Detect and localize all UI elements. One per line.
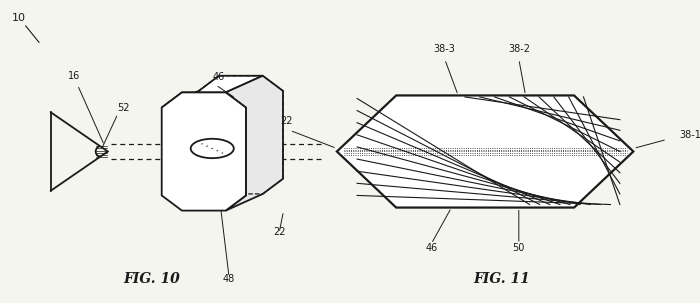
Text: 38-3: 38-3: [434, 44, 456, 54]
Polygon shape: [337, 95, 634, 208]
Polygon shape: [225, 76, 283, 211]
Text: 16: 16: [68, 71, 80, 81]
Text: 10: 10: [12, 13, 26, 23]
Text: 50: 50: [512, 244, 525, 254]
Text: 46: 46: [213, 72, 225, 82]
Text: 38-1: 38-1: [679, 130, 700, 140]
Text: FIG. 10: FIG. 10: [123, 272, 180, 286]
Text: 22: 22: [274, 227, 286, 237]
Polygon shape: [162, 92, 246, 211]
Text: FIG. 11: FIG. 11: [474, 272, 531, 286]
Polygon shape: [162, 76, 262, 108]
Circle shape: [190, 139, 234, 158]
Text: 46: 46: [425, 244, 438, 254]
Text: 22: 22: [280, 116, 293, 126]
Text: 50: 50: [196, 185, 209, 195]
Text: 52: 52: [117, 103, 130, 113]
Text: 38-2: 38-2: [508, 44, 530, 54]
Text: 48: 48: [223, 275, 235, 285]
